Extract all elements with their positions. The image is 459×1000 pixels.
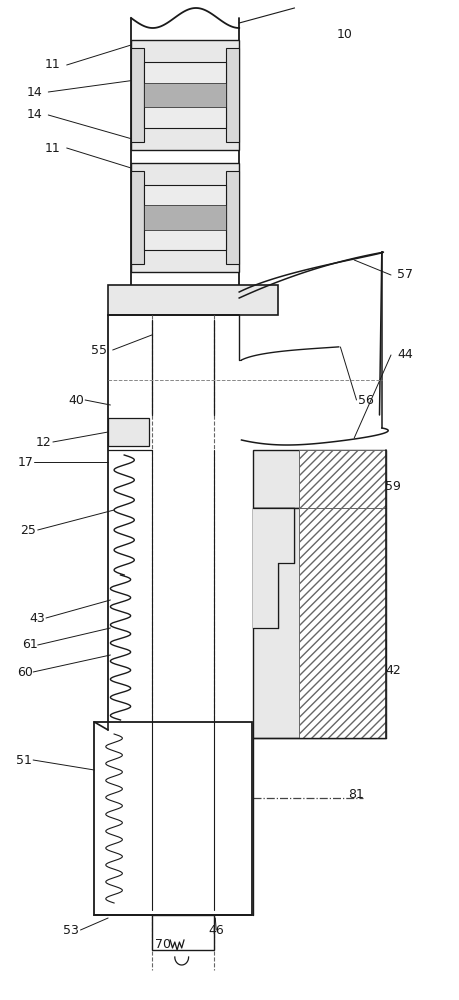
Text: 56: 56 [357,393,373,406]
Text: 51: 51 [16,754,32,766]
Bar [144,206,226,230]
Bar [252,563,278,628]
Bar [298,508,386,738]
Text: 44: 44 [396,349,412,361]
Text: 70: 70 [155,938,171,951]
Bar [131,48,144,142]
Bar [252,508,294,563]
Text: 55: 55 [91,344,106,357]
Text: 53: 53 [63,924,79,936]
Text: 61: 61 [22,639,38,652]
Text: 42: 42 [385,664,400,677]
Text: 14: 14 [27,86,42,99]
Text: 11: 11 [45,58,61,72]
Bar [131,40,239,150]
Bar [226,48,239,142]
Bar [144,83,226,107]
Bar [252,508,386,738]
Text: 11: 11 [45,141,61,154]
Text: 10: 10 [336,28,352,41]
Text: 14: 14 [27,108,42,121]
Text: 59: 59 [385,481,400,493]
Bar [252,508,294,563]
Text: 81: 81 [348,788,364,802]
Bar [298,450,386,508]
Text: 43: 43 [30,611,45,624]
Bar [226,171,239,264]
Bar [108,418,149,446]
Bar [94,722,252,915]
Text: 46: 46 [208,924,224,936]
Bar [131,171,144,264]
Bar [151,915,213,950]
Bar [144,185,226,250]
Text: 25: 25 [21,524,36,536]
Text: 17: 17 [17,456,33,468]
Text: 60: 60 [17,666,33,679]
Bar [144,62,226,128]
Text: 12: 12 [36,436,51,448]
Bar [252,563,278,628]
Text: 57: 57 [396,268,412,282]
Bar [131,163,239,272]
Bar [108,285,278,315]
Bar [252,450,386,508]
Text: 40: 40 [68,393,84,406]
